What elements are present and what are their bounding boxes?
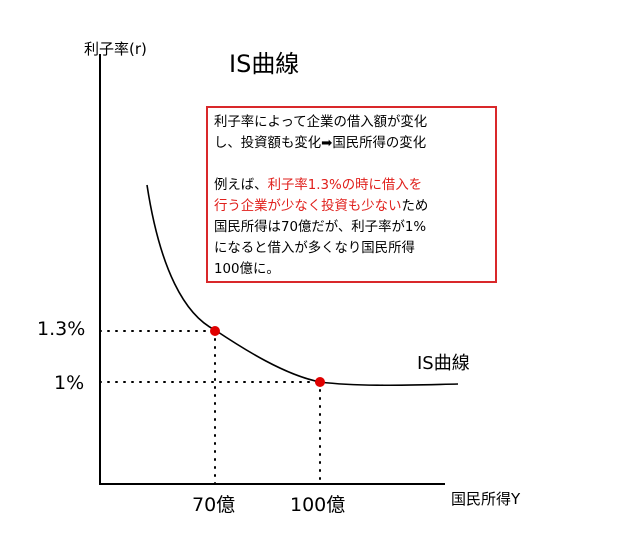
curve-label: IS曲線: [417, 353, 470, 374]
point-100-1: [315, 377, 325, 387]
explanation-line-2: 例えば、利子率1.3%の時に借入を 行う企業が少なく投資も少ないため 国民所得は…: [214, 175, 489, 280]
explanation-prefix: 例えば、: [214, 178, 268, 193]
explanation-box: 利子率によって企業の借入額が変化 し、投資額も変化➡国民所得の変化 例えば、利子…: [206, 106, 497, 283]
y-axis-label: 利子率(r): [84, 40, 147, 58]
x-tick-label: 70億: [192, 494, 236, 516]
x-tick-label: 100億: [290, 494, 346, 516]
y-tick-label: 1%: [54, 372, 85, 394]
x-axis-label: 国民所得Y: [451, 490, 521, 508]
explanation-line-1: 利子率によって企業の借入額が変化 し、投資額も変化➡国民所得の変化: [214, 115, 428, 151]
is-curve: [146, 184, 459, 387]
y-tick-label: 1.3%: [37, 318, 86, 340]
explanation-suffix: ため 国民所得は70億だが、利子率が1% になると借入が多くなり国民所得 100…: [214, 199, 429, 277]
point-70-1.3: [210, 326, 220, 336]
explanation-highlight: 利子率1.3%の時に借入を 行う企業が少なく投資も少ない: [214, 178, 423, 214]
diagram-title: IS曲線: [229, 50, 300, 78]
